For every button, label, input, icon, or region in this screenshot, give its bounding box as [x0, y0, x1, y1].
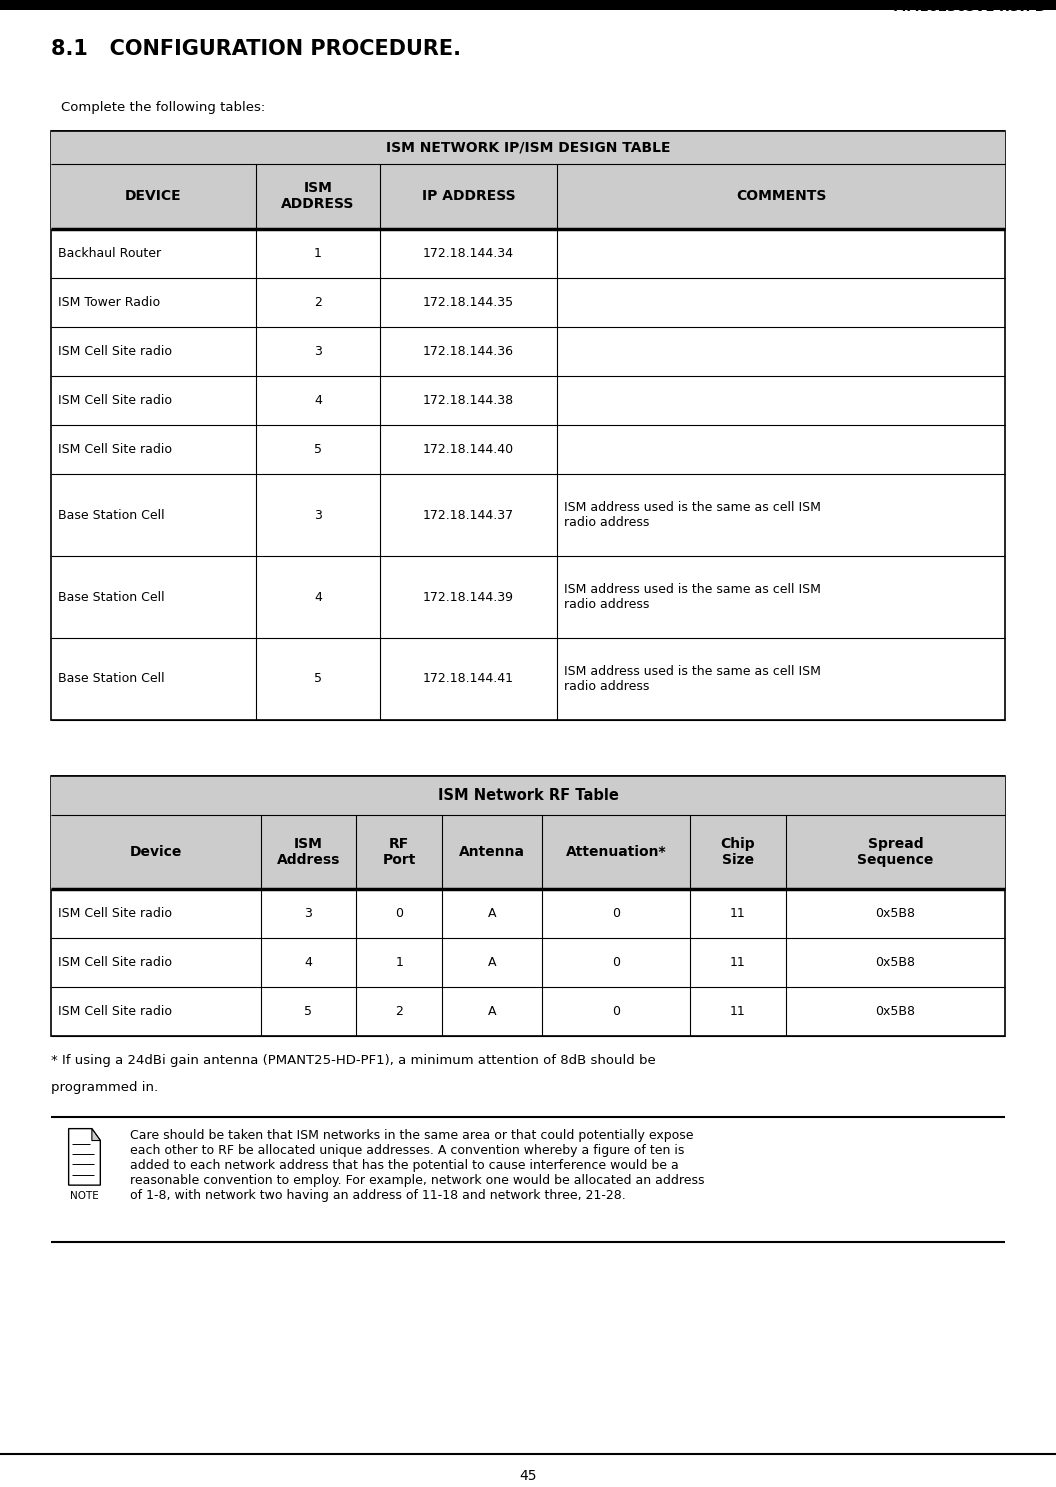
- Text: 172.18.144.40: 172.18.144.40: [422, 443, 514, 457]
- Text: 172.18.144.37: 172.18.144.37: [422, 509, 514, 522]
- Text: 0x5B8: 0x5B8: [875, 956, 916, 970]
- Text: programmed in.: programmed in.: [51, 1081, 157, 1094]
- Text: A: A: [488, 1005, 496, 1019]
- Bar: [51, 776, 1005, 1036]
- Bar: [51, 776, 1005, 815]
- Text: 11: 11: [730, 1005, 746, 1019]
- Text: ISM Cell Site radio: ISM Cell Site radio: [58, 443, 172, 457]
- Text: 172.18.144.34: 172.18.144.34: [422, 247, 514, 260]
- Text: 5: 5: [304, 1005, 313, 1019]
- Text: ISM NETWORK IP/ISM DESIGN TABLE: ISM NETWORK IP/ISM DESIGN TABLE: [385, 140, 671, 155]
- Text: NOTE: NOTE: [70, 1191, 99, 1201]
- Text: ISM address used is the same as cell ISM
radio address: ISM address used is the same as cell ISM…: [564, 665, 821, 693]
- Text: Device: Device: [130, 845, 182, 859]
- Text: 45: 45: [520, 1469, 536, 1483]
- Text: ISM Cell Site radio: ISM Cell Site radio: [58, 345, 172, 358]
- Text: 4: 4: [304, 956, 313, 970]
- Text: Base Station Cell: Base Station Cell: [58, 672, 165, 686]
- Text: 8.1   CONFIGURATION PROCEDURE.: 8.1 CONFIGURATION PROCEDURE.: [51, 39, 460, 58]
- Text: Attenuation*: Attenuation*: [566, 845, 666, 859]
- Text: MM102365V1 Rev. B: MM102365V1 Rev. B: [893, 1, 1045, 15]
- Bar: [51, 131, 1005, 164]
- Bar: [51, 131, 1005, 720]
- Text: 3: 3: [314, 345, 322, 358]
- Bar: [0, 0, 1056, 10]
- Text: Antenna: Antenna: [459, 845, 525, 859]
- Text: ISM
Address: ISM Address: [277, 837, 340, 867]
- Text: ISM Cell Site radio: ISM Cell Site radio: [58, 1005, 172, 1019]
- Text: * If using a 24dBi gain antenna (PMANT25-HD-PF1), a minimum attention of 8dB sho: * If using a 24dBi gain antenna (PMANT25…: [51, 1054, 656, 1068]
- Text: Chip
Size: Chip Size: [720, 837, 755, 867]
- Text: Spread
Sequence: Spread Sequence: [857, 837, 934, 867]
- Text: 5: 5: [314, 443, 322, 457]
- Text: ISM Cell Site radio: ISM Cell Site radio: [58, 394, 172, 407]
- Text: 0x5B8: 0x5B8: [875, 1005, 916, 1019]
- Text: COMMENTS: COMMENTS: [736, 189, 826, 204]
- Text: 5: 5: [314, 672, 322, 686]
- Text: ISM Cell Site radio: ISM Cell Site radio: [58, 907, 172, 920]
- Text: RF
Port: RF Port: [382, 837, 416, 867]
- Text: 172.18.144.35: 172.18.144.35: [422, 296, 514, 309]
- Text: ISM address used is the same as cell ISM
radio address: ISM address used is the same as cell ISM…: [564, 501, 821, 529]
- Bar: [51, 815, 1005, 889]
- Text: 2: 2: [314, 296, 322, 309]
- Text: IP ADDRESS: IP ADDRESS: [421, 189, 515, 204]
- Text: A: A: [488, 956, 496, 970]
- Text: 172.18.144.41: 172.18.144.41: [422, 672, 514, 686]
- Bar: [51, 131, 1005, 720]
- Text: ISM Network RF Table: ISM Network RF Table: [437, 788, 619, 803]
- Text: 0: 0: [612, 956, 620, 970]
- Polygon shape: [69, 1129, 100, 1185]
- Text: 3: 3: [304, 907, 313, 920]
- Polygon shape: [92, 1129, 100, 1141]
- Text: ISM Cell Site radio: ISM Cell Site radio: [58, 956, 172, 970]
- Text: 3: 3: [314, 509, 322, 522]
- Text: A: A: [488, 907, 496, 920]
- Text: 0: 0: [612, 1005, 620, 1019]
- Text: 172.18.144.38: 172.18.144.38: [422, 394, 514, 407]
- Bar: [51, 164, 1005, 229]
- Text: ISM
ADDRESS: ISM ADDRESS: [281, 181, 355, 211]
- Text: Complete the following tables:: Complete the following tables:: [61, 101, 265, 114]
- Text: Backhaul Router: Backhaul Router: [58, 247, 162, 260]
- Text: 4: 4: [314, 590, 322, 604]
- Text: 0x5B8: 0x5B8: [875, 907, 916, 920]
- Text: ISM Tower Radio: ISM Tower Radio: [58, 296, 161, 309]
- Text: Base Station Cell: Base Station Cell: [58, 590, 165, 604]
- Text: 1: 1: [314, 247, 322, 260]
- Text: 4: 4: [314, 394, 322, 407]
- Text: 11: 11: [730, 907, 746, 920]
- Text: 0: 0: [612, 907, 620, 920]
- Text: 172.18.144.39: 172.18.144.39: [422, 590, 514, 604]
- Text: Care should be taken that ISM networks in the same area or that could potentiall: Care should be taken that ISM networks i…: [130, 1129, 704, 1201]
- Text: ISM address used is the same as cell ISM
radio address: ISM address used is the same as cell ISM…: [564, 583, 821, 611]
- Text: 2: 2: [395, 1005, 403, 1019]
- Text: 1: 1: [395, 956, 403, 970]
- Text: 0: 0: [395, 907, 403, 920]
- Text: 11: 11: [730, 956, 746, 970]
- Text: Base Station Cell: Base Station Cell: [58, 509, 165, 522]
- Text: 172.18.144.36: 172.18.144.36: [422, 345, 514, 358]
- Text: DEVICE: DEVICE: [125, 189, 182, 204]
- Bar: [51, 776, 1005, 1036]
